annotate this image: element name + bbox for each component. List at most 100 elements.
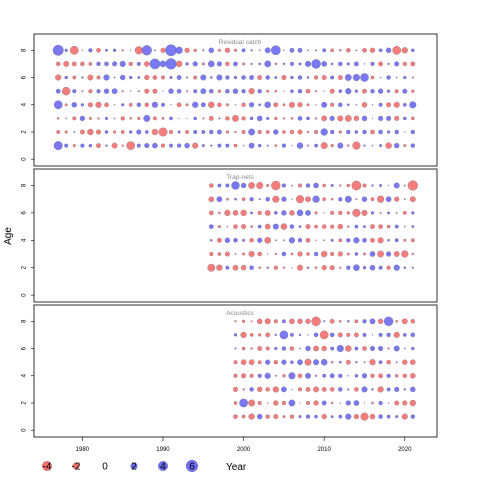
residual-bubble bbox=[387, 130, 391, 134]
residual-bubble bbox=[289, 346, 295, 351]
residual-bubble bbox=[104, 130, 109, 134]
residual-bubble bbox=[410, 61, 416, 67]
residual-bubble bbox=[404, 198, 406, 200]
residual-bubble bbox=[297, 88, 303, 94]
residual-bubble bbox=[65, 117, 67, 120]
legend-label: -4 bbox=[43, 462, 52, 473]
residual-bubble bbox=[370, 224, 375, 229]
residual-bubble bbox=[306, 116, 310, 121]
residual-bubble bbox=[409, 399, 416, 407]
residual-bubble bbox=[169, 76, 173, 79]
residual-bubble bbox=[175, 46, 183, 54]
residual-bubble bbox=[248, 359, 255, 365]
residual-bubble bbox=[289, 129, 295, 135]
residual-bubble bbox=[379, 144, 383, 148]
residual-bubble bbox=[233, 414, 238, 419]
residual-bubble bbox=[96, 89, 101, 94]
legend-label: 6 bbox=[189, 462, 195, 473]
residual-bubble bbox=[104, 116, 109, 120]
residual-bubble bbox=[217, 48, 221, 52]
residual-bubble bbox=[257, 75, 263, 80]
residual-bubble bbox=[162, 90, 164, 92]
residual-bubble bbox=[53, 141, 63, 151]
residual-bubble bbox=[281, 196, 287, 202]
residual-bubble bbox=[113, 76, 116, 79]
y-axes: 0 2 4 6 8 0 2 4 6 8 0 2 4 6 8 bbox=[22, 48, 34, 432]
residual-bubble bbox=[249, 238, 254, 243]
residual-bubble bbox=[371, 144, 374, 147]
residual-bubble bbox=[369, 47, 376, 53]
residual-bubble bbox=[387, 184, 390, 187]
residual-bubble bbox=[346, 332, 351, 337]
residual-bubble bbox=[264, 223, 271, 230]
residual-bubble bbox=[257, 237, 263, 243]
residual-bubble bbox=[103, 88, 110, 94]
residual-bubble bbox=[264, 47, 271, 54]
panel-residual-catch: Residual catch bbox=[33, 33, 438, 167]
residual-bubble bbox=[241, 89, 246, 94]
residual-bubble bbox=[193, 116, 197, 121]
x-tick-label: 2010 bbox=[317, 447, 331, 453]
residual-bubble bbox=[395, 361, 398, 364]
residual-bubble bbox=[411, 89, 415, 93]
residual-bubble bbox=[201, 62, 205, 66]
residual-bubble bbox=[378, 400, 383, 406]
residual-bubble bbox=[264, 60, 272, 68]
residual-bubble bbox=[274, 144, 278, 147]
residual-bubble bbox=[321, 250, 328, 258]
residual-bubble bbox=[378, 360, 383, 365]
residual-bubble bbox=[411, 346, 415, 351]
residual-bubble bbox=[362, 183, 367, 188]
residual-bubble bbox=[362, 47, 367, 53]
residual-bubble bbox=[338, 197, 343, 202]
residual-bubble bbox=[354, 61, 359, 67]
residual-bubble bbox=[281, 75, 287, 80]
residual-bubble bbox=[250, 211, 253, 215]
residual-bubble bbox=[267, 253, 269, 255]
residual-bubble bbox=[55, 88, 61, 94]
residual-bubble bbox=[313, 400, 319, 406]
residual-bubble bbox=[257, 318, 263, 324]
residual-bubble bbox=[225, 88, 230, 94]
residual-bubble bbox=[209, 252, 214, 256]
residual-bubble bbox=[352, 208, 361, 217]
residual-bubble bbox=[321, 224, 327, 229]
residual-bubble bbox=[144, 102, 149, 107]
residual-bubble bbox=[224, 209, 231, 216]
residual-bubble bbox=[314, 266, 318, 269]
residual-bubble bbox=[103, 74, 110, 81]
residual-bubble bbox=[386, 102, 392, 108]
residual-bubble bbox=[411, 116, 415, 121]
residual-bubble bbox=[371, 334, 374, 336]
residual-bubble bbox=[297, 102, 303, 108]
residual-bubble bbox=[402, 400, 408, 406]
residual-bubble bbox=[386, 265, 391, 270]
residual-bubble bbox=[209, 88, 214, 94]
residual-bubble bbox=[291, 267, 293, 269]
residual-bubble bbox=[371, 104, 374, 106]
y-tick-label: 6 bbox=[22, 211, 28, 215]
residual-bubble bbox=[96, 143, 101, 148]
residual-bubble bbox=[314, 224, 318, 229]
residual-bubble bbox=[250, 347, 253, 350]
residual-bubble bbox=[218, 117, 221, 120]
residual-bubble bbox=[305, 224, 311, 230]
residual-bubble bbox=[240, 265, 247, 271]
residual-bubble bbox=[337, 332, 343, 338]
residual-bubble bbox=[345, 400, 351, 406]
residual-bubble bbox=[234, 320, 237, 323]
residual-bubble bbox=[403, 225, 406, 228]
panel-acoustics: Acoustics bbox=[33, 304, 438, 438]
residual-bubble bbox=[273, 400, 279, 406]
residual-bubble bbox=[264, 318, 271, 325]
residual-bubble bbox=[402, 333, 407, 337]
residual-bubble bbox=[352, 73, 360, 82]
residual-bubble bbox=[274, 374, 277, 377]
residual-bubble bbox=[96, 48, 101, 53]
residual-bubble bbox=[241, 102, 246, 107]
residual-bubble bbox=[159, 60, 167, 68]
residual-bubble bbox=[330, 346, 335, 351]
residual-bubble bbox=[266, 89, 270, 93]
residual-bubble bbox=[233, 75, 238, 80]
residual-bubble bbox=[242, 144, 245, 147]
